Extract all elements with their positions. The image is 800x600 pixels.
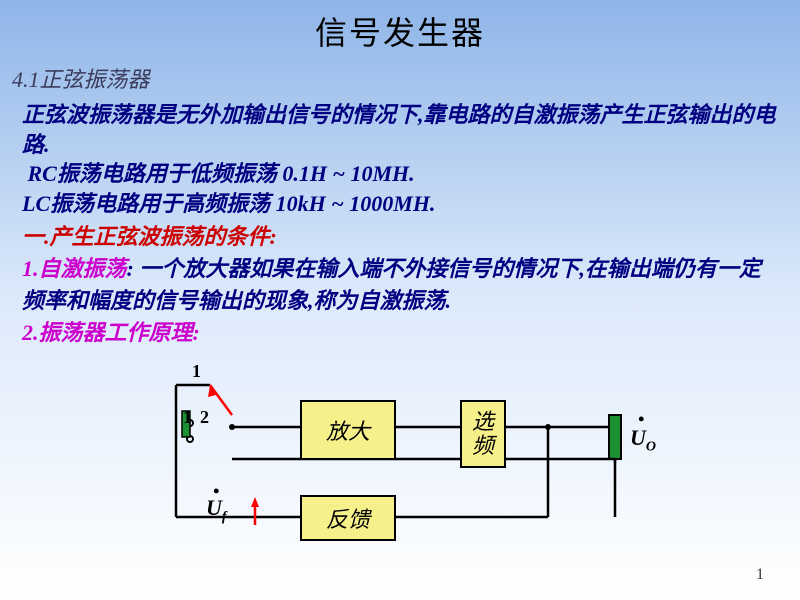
item-1: 1.自激振荡: 一个放大器如果在输入端不外接信号的情况下,在输出端仍有一定频率和… (22, 251, 780, 315)
switch-pos-1: 1 (183, 407, 192, 428)
condition-heading: 一.产生正弦波振荡的条件: (22, 219, 780, 251)
page-number: 1 (756, 566, 764, 584)
item1-label: 1.自激振荡 (22, 256, 127, 281)
section-number: 4.1正弦振荡器 (12, 62, 800, 94)
feedback-signal-label: Uf (206, 495, 227, 525)
filter-l1: 选 (472, 410, 494, 434)
uo-u: U (630, 425, 646, 450)
lc-text: LC振荡电路用于高频振荡 10kH ~ 1000MH. (22, 189, 780, 219)
uo-sub: O (646, 439, 656, 454)
filter-l2: 频 (472, 434, 494, 458)
filter-block: 选 频 (460, 400, 506, 468)
item1-text: : 一个放大器如果在输入端不外接信号的情况下,在输出端仍有一定频率和幅度的信号输… (22, 256, 761, 313)
uf-u: U (206, 495, 222, 520)
definition-text: 正弦波振荡器是无外加输出信号的情况下,靠电路的自激振荡产生正弦输出的电路. (22, 100, 780, 159)
feedback-block: 反馈 (300, 495, 396, 541)
output-label: UO (630, 425, 656, 455)
item2-label: 2.振荡器工作原理: (22, 315, 780, 347)
diagram-wires (130, 355, 690, 575)
switch-pos-2: 2 (200, 407, 209, 428)
rc-text: RC振荡电路用于低频振荡 0.1H ~ 10MH. (22, 159, 780, 189)
slide-title: 信号发生器 (0, 0, 800, 54)
block-diagram: 放大 选 频 反馈 UO Uf 1 1 2 (130, 355, 690, 575)
amplifier-block: 放大 (300, 400, 396, 460)
uf-sub: f (222, 509, 227, 524)
switch-pos-1-top: 1 (192, 361, 201, 382)
content-area: 正弦波振荡器是无外加输出信号的情况下,靠电路的自激振荡产生正弦输出的电路. RC… (0, 94, 800, 347)
